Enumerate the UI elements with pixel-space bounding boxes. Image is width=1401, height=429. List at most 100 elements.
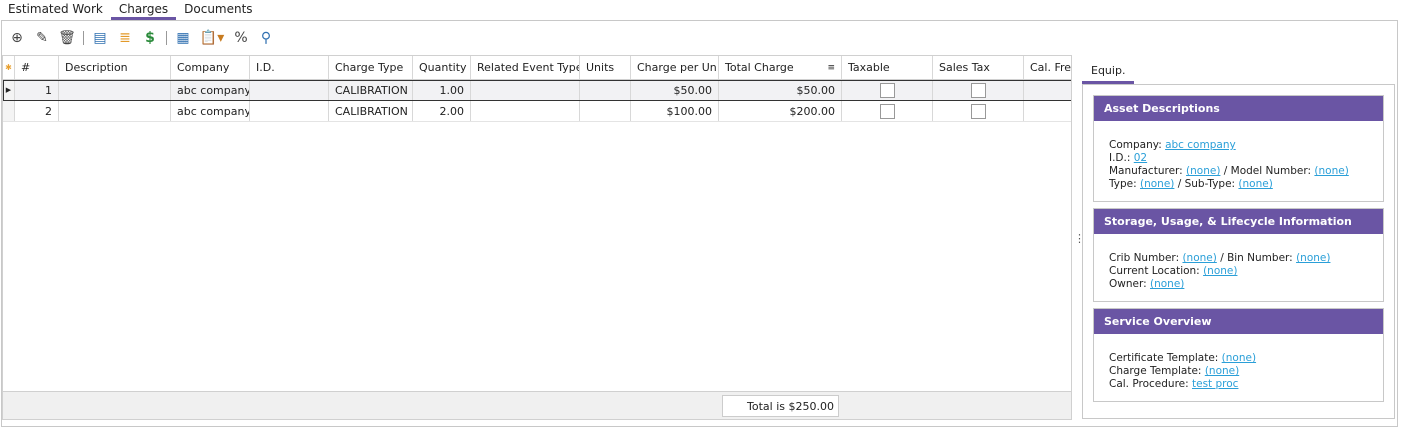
location-label: Current Location: [1109, 265, 1200, 277]
grid-settings-icon[interactable]: ▤ [93, 30, 107, 46]
crib-label: Crib Number: [1109, 252, 1180, 264]
cell-taxable [842, 101, 933, 121]
cell-charge-type[interactable]: CALIBRATION [329, 80, 413, 100]
table-row[interactable]: ▶ 1 abc company CALIBRATION 1.00 $50.00 … [3, 80, 1071, 101]
cell-description[interactable] [59, 101, 171, 121]
price-tag-icon[interactable]: $ [145, 30, 155, 46]
cell-company[interactable]: abc company [171, 101, 250, 121]
section-title: Service Overview [1094, 309, 1383, 334]
equipment-panel: Asset Descriptions Company: abc company … [1082, 84, 1395, 419]
col-total-charge[interactable]: Total Charge ≡ [719, 56, 842, 79]
row-indicator [3, 101, 15, 121]
tab-documents[interactable]: Documents [184, 2, 253, 16]
model-link[interactable]: (none) [1314, 165, 1349, 177]
cell-total-charge: $50.00 [719, 80, 842, 100]
cell-related-event-type[interactable] [471, 101, 580, 121]
type-label: Type: [1109, 178, 1137, 190]
tab-charges[interactable]: Charges [110, 0, 177, 20]
cell-charge-type[interactable]: CALIBRATION [329, 101, 413, 121]
col-related-event-type[interactable]: Related Event Type [471, 56, 580, 79]
table-row[interactable]: 2 abc company CALIBRATION 2.00 $100.00 $… [3, 101, 1071, 122]
sort-icon: ≡ [827, 62, 835, 73]
coins-icon[interactable]: ≣ [119, 30, 131, 46]
id-link[interactable]: 02 [1133, 152, 1148, 164]
owner-link[interactable]: (none) [1149, 278, 1185, 290]
col-units[interactable]: Units [580, 56, 631, 79]
row-indicator-icon: ▶ [3, 80, 15, 100]
cell-related-event-type[interactable] [471, 80, 580, 100]
certificate-template-label: Certificate Template: [1109, 352, 1219, 364]
find-icon[interactable]: ⚲ [260, 30, 272, 46]
paste-icon[interactable]: 📋▾ [199, 30, 225, 46]
cell-units[interactable] [580, 101, 631, 121]
col-taxable[interactable]: Taxable [842, 56, 933, 79]
cell-quantity[interactable]: 1.00 [413, 80, 471, 100]
section-title: Storage, Usage, & Lifecycle Information [1094, 209, 1383, 234]
cal-procedure-link[interactable]: test proc [1192, 378, 1239, 390]
cal-procedure-label: Cal. Procedure: [1109, 378, 1189, 390]
section-title: Asset Descriptions [1094, 96, 1383, 121]
col-total-charge-label: Total Charge [725, 61, 794, 74]
col-company[interactable]: Company [171, 56, 250, 79]
cell-charge-per-unit[interactable]: $100.00 [631, 101, 719, 121]
cell-number: 2 [15, 101, 59, 121]
report-icon[interactable]: ▦ [176, 30, 190, 46]
separator [166, 31, 167, 45]
cell-quantity[interactable]: 2.00 [413, 101, 471, 121]
taxable-checkbox[interactable] [879, 82, 895, 98]
cell-sales-tax [933, 101, 1024, 121]
wand-icon[interactable]: ✎ [36, 30, 48, 46]
percent-icon[interactable]: % [234, 30, 248, 46]
content-frame [1, 20, 1398, 427]
sales-tax-checkbox[interactable] [970, 103, 986, 119]
sales-tax-checkbox[interactable] [970, 82, 986, 98]
manufacturer-label: Manufacturer: [1109, 165, 1183, 177]
location-link[interactable]: (none) [1203, 265, 1238, 277]
service-overview-section: Service Overview Certificate Template: (… [1093, 308, 1384, 402]
col-cal-freq[interactable]: Cal. Freq [1024, 56, 1071, 79]
cell-total-charge: $200.00 [719, 101, 842, 121]
col-quantity[interactable]: Quantity [413, 56, 471, 79]
subtype-label: / Sub-Type: [1177, 178, 1236, 190]
manufacturer-link[interactable]: (none) [1186, 165, 1221, 177]
model-label: / Model Number: [1223, 165, 1312, 177]
cell-units[interactable] [580, 80, 631, 100]
col-id[interactable]: I.D. [250, 56, 329, 79]
cell-charge-per-unit[interactable]: $50.00 [631, 80, 719, 100]
grid-footer: Total is $250.00 [3, 391, 1071, 419]
tab-equip[interactable]: Equip. [1082, 62, 1135, 84]
certificate-template-link[interactable]: (none) [1221, 352, 1257, 364]
total-summary: Total is $250.00 [722, 395, 839, 417]
subtype-link[interactable]: (none) [1238, 178, 1273, 190]
splitter-handle-icon[interactable]: ⋮ [1074, 232, 1085, 245]
cell-company[interactable]: abc company [171, 80, 250, 100]
cell-taxable [842, 80, 933, 100]
charge-template-link[interactable]: (none) [1204, 365, 1240, 377]
col-sales-tax[interactable]: Sales Tax [933, 56, 1024, 79]
charges-grid: ✱ # Description Company I.D. Charge Type… [2, 55, 1072, 420]
charge-template-label: Charge Template: [1109, 365, 1202, 377]
company-link[interactable]: abc company [1165, 139, 1236, 151]
bin-link[interactable]: (none) [1296, 252, 1331, 264]
toolbar: ⊕ ✎ 🗑 ▤ ≣ $ ▦ 📋▾ % ⚲ [8, 28, 275, 48]
cell-id[interactable] [250, 101, 329, 121]
col-number[interactable]: # [15, 56, 59, 79]
type-link[interactable]: (none) [1140, 178, 1175, 190]
crib-link[interactable]: (none) [1182, 252, 1217, 264]
delete-icon[interactable]: 🗑 [58, 30, 76, 46]
cell-description[interactable] [59, 80, 171, 100]
cell-cal-freq[interactable] [1024, 80, 1071, 100]
asset-descriptions-section: Asset Descriptions Company: abc company … [1093, 95, 1384, 202]
tab-estimated-work[interactable]: Estimated Work [8, 2, 103, 16]
cell-id[interactable] [250, 80, 329, 100]
taxable-checkbox[interactable] [879, 103, 895, 119]
col-charge-per-unit[interactable]: Charge per Un [631, 56, 719, 79]
col-charge-type[interactable]: Charge Type [329, 56, 413, 79]
new-row-icon: ✱ [3, 56, 15, 79]
col-description[interactable]: Description [59, 56, 171, 79]
tab-bar: Estimated Work Charges Documents [0, 0, 261, 20]
cell-cal-freq[interactable] [1024, 101, 1071, 121]
grid-header: ✱ # Description Company I.D. Charge Type… [3, 56, 1071, 80]
cell-sales-tax [933, 80, 1024, 100]
add-icon[interactable]: ⊕ [11, 30, 23, 46]
